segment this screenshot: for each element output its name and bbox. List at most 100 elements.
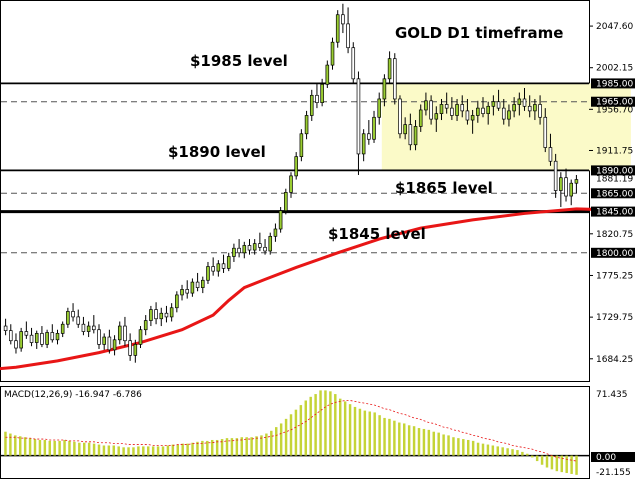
macd-bar — [462, 439, 465, 456]
candle — [24, 321, 29, 339]
macd-bar — [329, 391, 332, 456]
macd-bar — [531, 455, 534, 458]
level-tag-box — [591, 96, 635, 107]
candle — [9, 324, 13, 345]
candle-body-up — [278, 210, 283, 230]
macd-bar — [260, 435, 263, 456]
candle — [55, 329, 60, 345]
candle-body-up — [138, 329, 143, 345]
candle-body-up — [512, 104, 516, 112]
macd-bar — [388, 418, 391, 456]
macd-bar — [181, 443, 184, 456]
candle-body-down — [465, 110, 470, 121]
candle-body-up — [190, 281, 195, 294]
macd-bar — [442, 434, 445, 456]
candle-body-up — [413, 126, 418, 146]
macd-bar — [83, 442, 86, 456]
candle — [538, 95, 542, 125]
macd-bar — [156, 446, 160, 456]
candle — [71, 303, 75, 322]
candle — [434, 106, 439, 132]
candle-body-down — [564, 177, 568, 197]
candle-body-up — [289, 175, 293, 193]
macd-bar — [348, 404, 352, 456]
candle-body-down — [351, 47, 356, 80]
macd-bar — [122, 447, 125, 456]
macd-bar — [393, 420, 396, 456]
candle-body-up — [159, 312, 164, 320]
candle-body-down — [548, 147, 553, 162]
candle — [512, 97, 516, 118]
macd-bar — [481, 443, 485, 456]
candle-body-down — [393, 58, 397, 100]
candle-body-down — [527, 105, 532, 112]
candle-body-up — [533, 104, 537, 112]
macd-bar — [432, 431, 435, 456]
macd-bar — [501, 447, 504, 456]
macd-bar — [151, 446, 155, 456]
candle — [356, 71, 361, 175]
candle-body-up — [439, 104, 444, 114]
current-price-label: 1881.19 — [596, 174, 633, 184]
macd-bar — [358, 408, 362, 456]
macd-bar — [427, 429, 431, 456]
candle-body-up — [574, 179, 579, 184]
macd-bar — [117, 446, 120, 456]
candle-body-up — [86, 325, 91, 332]
candle-body-down — [81, 323, 86, 332]
macd-bar — [476, 442, 480, 456]
candle — [34, 330, 39, 349]
candle-body-down — [221, 263, 226, 269]
macd-bar — [506, 448, 509, 456]
candle — [527, 95, 532, 118]
candle — [393, 53, 397, 105]
macd-zero-label: 0.00 — [596, 453, 616, 463]
candle — [476, 100, 480, 123]
macd-bar — [343, 401, 347, 456]
candle — [325, 60, 330, 88]
candle — [429, 95, 433, 125]
candle — [444, 92, 449, 114]
macd-bar — [176, 444, 179, 456]
candle-body-up — [55, 333, 60, 341]
macd-bar — [250, 437, 253, 456]
candle-body-up — [242, 245, 247, 254]
macd-bar — [550, 455, 554, 470]
candle — [263, 239, 267, 255]
macd-bar — [211, 439, 214, 456]
macd-bar — [225, 438, 229, 456]
candle — [164, 305, 169, 323]
macd-bar — [516, 450, 519, 456]
candle — [123, 316, 127, 347]
candle-body-up — [569, 182, 573, 197]
macd-bar — [471, 440, 475, 456]
chart-title: GOLD D1 timeframe — [395, 24, 563, 42]
candle — [133, 339, 138, 363]
candle — [299, 129, 304, 162]
candle-body-up — [325, 64, 330, 85]
candle — [413, 120, 418, 151]
candle — [206, 261, 210, 284]
macd-bar — [560, 455, 563, 473]
price-tick-label: 1911.75 — [596, 146, 633, 156]
candle-body-up — [226, 256, 231, 269]
macd-bar — [378, 415, 381, 456]
candle-body-down — [501, 107, 506, 120]
candle — [40, 326, 44, 348]
macd-bar — [521, 451, 524, 456]
candle-body-up — [175, 294, 179, 309]
candle-body-down — [538, 104, 542, 118]
candle-body-up — [335, 14, 340, 43]
candle-body-down — [164, 312, 169, 318]
macd-bar — [220, 439, 224, 456]
candle — [180, 284, 184, 301]
macd-bar — [161, 446, 165, 456]
macd-bar — [555, 455, 559, 472]
candle — [247, 239, 252, 255]
candle-body-up — [143, 320, 148, 331]
candle — [481, 97, 485, 118]
candle-body-down — [76, 316, 81, 325]
macd-bar — [73, 441, 76, 456]
candle — [232, 243, 236, 262]
candle — [60, 321, 65, 338]
